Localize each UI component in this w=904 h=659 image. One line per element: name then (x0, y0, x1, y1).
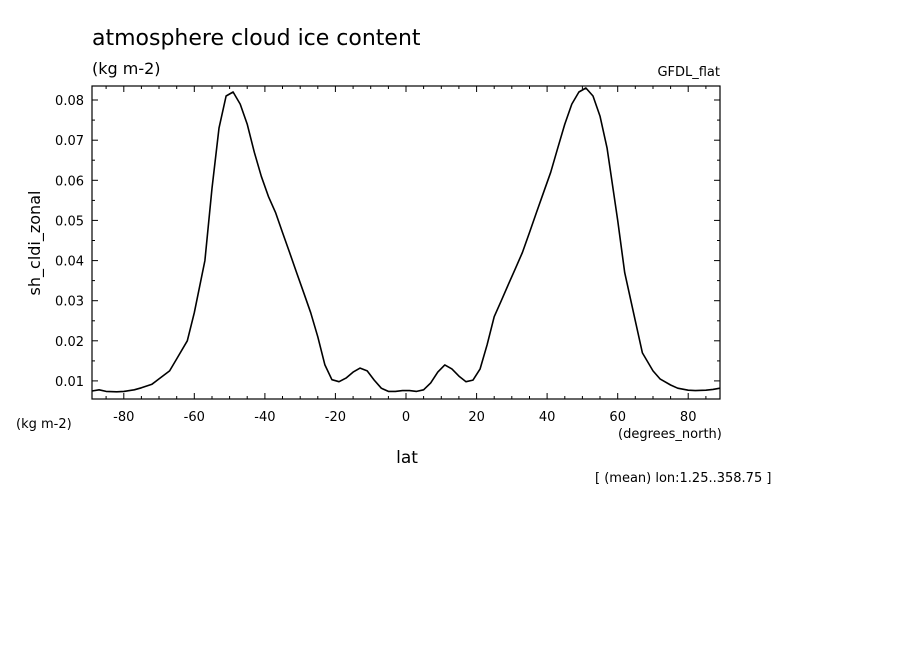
y-tick-label: 0.07 (55, 134, 84, 149)
x-axis-label: lat (396, 448, 418, 468)
plot-area (91, 87, 721, 393)
x-tick-label: 60 (609, 410, 626, 425)
y-tick-label: 0.05 (55, 214, 84, 229)
x-tick-label: -20 (325, 410, 346, 425)
x-axis-units: (degrees_north) (618, 427, 722, 442)
mean-note: [ (mean) lon:1.25..358.75 ] (595, 471, 771, 486)
y-tick-label: 0.04 (55, 255, 84, 270)
x-tick-label: 20 (468, 410, 485, 425)
x-tick-label: -60 (184, 410, 205, 425)
series-line (91, 87, 721, 393)
x-tick-label: -40 (254, 410, 275, 425)
y-axis-label: sh_cldi_zonal (25, 191, 45, 296)
x-tick-label: 40 (539, 410, 556, 425)
plot-frame (91, 85, 721, 400)
model-label: GFDL_flat (657, 65, 720, 80)
y-tick-label: 0.06 (55, 174, 84, 189)
y-tick-label: 0.03 (55, 295, 84, 310)
x-tick-label: 80 (680, 410, 697, 425)
y-axis: 0.01 0.02 0.03 0.04 0.05 0.06 0.07 0.08 (55, 94, 720, 390)
y-axis-units: (kg m-2) (16, 417, 72, 432)
y-tick-label: 0.08 (55, 94, 84, 109)
y-tick-label: 0.02 (55, 335, 84, 350)
chart-title: atmosphere cloud ice content (92, 26, 421, 51)
x-axis: -80 -60 -40 -20 0 20 40 60 80 (105, 86, 707, 425)
x-tick-label: 0 (402, 410, 410, 425)
x-tick-label: -80 (113, 410, 134, 425)
chart-units: (kg m-2) (92, 59, 161, 78)
y-tick-label: 0.01 (55, 375, 84, 390)
